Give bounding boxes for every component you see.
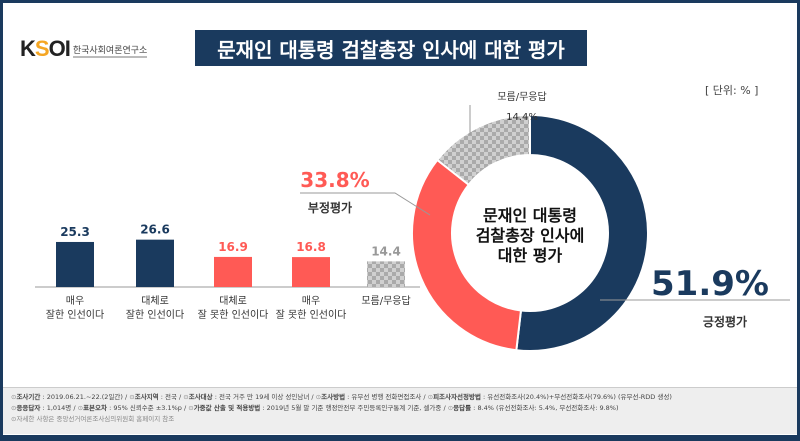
logo: KSOI 한국사회여론연구소 xyxy=(20,36,148,62)
bar-value-label: 26.6 xyxy=(140,223,170,237)
bar-value-label: 25.3 xyxy=(60,225,90,239)
bar-value-label: 14.4 xyxy=(371,244,401,258)
footer-item: ⊙조사기간 : 2019.06.21.~22.(2일간) / xyxy=(11,393,130,401)
bar-category-label: 잘한 인선이다 xyxy=(46,309,104,321)
bar xyxy=(136,239,174,287)
bar-category-label: 매우 xyxy=(302,295,320,307)
unknown-label: 모름/무응답 xyxy=(497,91,546,103)
negative-value: 33.8% xyxy=(300,168,369,192)
footer-item: ⊙조사지역 : 전국 / xyxy=(129,393,184,401)
bar-value-label: 16.9 xyxy=(218,240,248,254)
footer-line-3: ⊙자세한 사항은 중앙선거여론조사심의위원회 홈페이지 참조 xyxy=(11,415,175,423)
bar-category-label: 대체로 xyxy=(141,295,169,307)
negative-label: 부정평가 xyxy=(308,200,352,215)
footer-note: 자세한 사항은 중앙선거여론조사심의위원회 홈페이지 참조 xyxy=(16,415,175,423)
positive-value: 51.9% xyxy=(651,264,769,304)
footer-item: ⊙가중값 산출 및 적용방법 : 2019년 5월 말 기준 행정안전부 주민등… xyxy=(188,404,448,412)
bar-category-label: 잘 못한 인선이다 xyxy=(276,309,347,321)
logo-subtitle: 한국사회여론연구소 xyxy=(72,43,148,58)
donut-center-label: 검찰총장 인사에 xyxy=(476,226,585,245)
bar xyxy=(367,261,405,287)
leader-line xyxy=(300,192,431,216)
bar-category-label: 매우 xyxy=(66,295,84,307)
footer-line-2: ⊙응응답자 : 1,014명 / ⊙표본오차 : 95% 신뢰수준 ±3.1%p… xyxy=(11,403,789,414)
footer-line-1: ⊙조사기간 : 2019.06.21.~22.(2일간) / ⊙조사지역 : 전… xyxy=(11,392,789,403)
donut-slice xyxy=(515,113,649,352)
bar-value-label: 16.8 xyxy=(296,240,326,254)
survey-footer: ⊙조사기간 : 2019.06.21.~22.(2일간) / ⊙조사지역 : 전… xyxy=(3,387,797,434)
unit-label: [ 단위: % ] xyxy=(705,84,759,97)
donut-slice xyxy=(411,158,523,352)
bar xyxy=(214,256,252,287)
page-title: 문재인 대통령 검찰총장 인사에 대한 평가 xyxy=(195,30,587,66)
positive-label: 긍정평가 xyxy=(703,314,747,329)
donut-center-label: 대한 평가 xyxy=(498,246,563,265)
footer-item: ⊙표본오차 : 95% 신뢰수준 ±3.1%p / xyxy=(77,404,189,412)
footer-item: ⊙응응답자 : 1,014명 / xyxy=(11,404,78,412)
bar-category-label: 잘한 인선이다 xyxy=(126,309,184,321)
bar xyxy=(292,257,330,287)
unknown-value: 14.4% xyxy=(506,112,538,123)
footer-item: ⊙피조사자선정방법 : 유선전화조사(20.4%)+무선전화조사(79.6%) … xyxy=(427,393,672,401)
logo-mark: KSOI xyxy=(20,36,71,61)
bar-category-label: 모름/무응답 xyxy=(361,295,410,307)
footer-item: ⊙응답률 : 8.4% (유선전화조사: 5.4%, 무선전화조사: 9.8%) xyxy=(447,404,619,412)
footer-item: ⊙조사대상 : 전국 거주 만 19세 이상 성인남녀 / xyxy=(183,393,316,401)
bar-category-label: 잘 못한 인선이다 xyxy=(198,309,269,321)
bar xyxy=(56,241,94,287)
bar-category-label: 대체로 xyxy=(219,295,247,307)
footer-item: ⊙조사방법 : 유무선 병행 전화면접조사 / xyxy=(315,393,428,401)
donut-center-label: 문재인 대통령 xyxy=(483,206,577,225)
donut-slice xyxy=(435,113,531,187)
